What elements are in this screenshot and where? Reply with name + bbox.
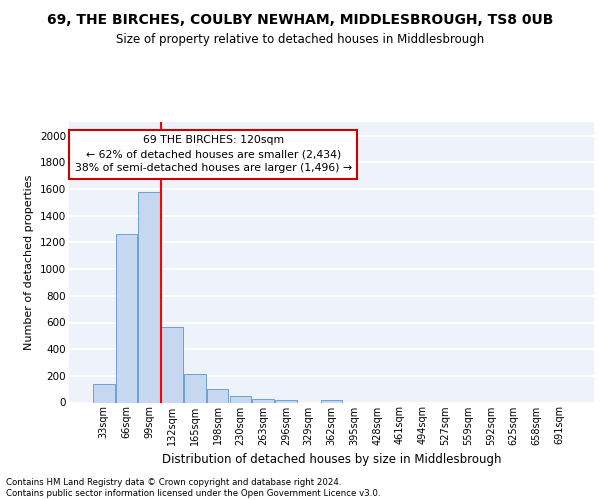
Bar: [230, 396, 251, 402]
Text: 69 THE BIRCHES: 120sqm
← 62% of detached houses are smaller (2,434)
38% of semi-: 69 THE BIRCHES: 120sqm ← 62% of detached…: [75, 135, 352, 173]
Text: Contains HM Land Registry data © Crown copyright and database right 2024.
Contai: Contains HM Land Registry data © Crown c…: [6, 478, 380, 498]
Bar: [184, 374, 206, 402]
Bar: [207, 389, 229, 402]
Bar: [93, 384, 115, 402]
X-axis label: Distribution of detached houses by size in Middlesbrough: Distribution of detached houses by size …: [162, 453, 501, 466]
Bar: [116, 234, 137, 402]
Text: Size of property relative to detached houses in Middlesbrough: Size of property relative to detached ho…: [116, 32, 484, 46]
Bar: [161, 326, 183, 402]
Y-axis label: Number of detached properties: Number of detached properties: [25, 175, 34, 350]
Bar: [139, 192, 160, 402]
Bar: [253, 399, 274, 402]
Text: 69, THE BIRCHES, COULBY NEWHAM, MIDDLESBROUGH, TS8 0UB: 69, THE BIRCHES, COULBY NEWHAM, MIDDLESB…: [47, 12, 553, 26]
Bar: [320, 400, 343, 402]
Bar: [275, 400, 297, 402]
